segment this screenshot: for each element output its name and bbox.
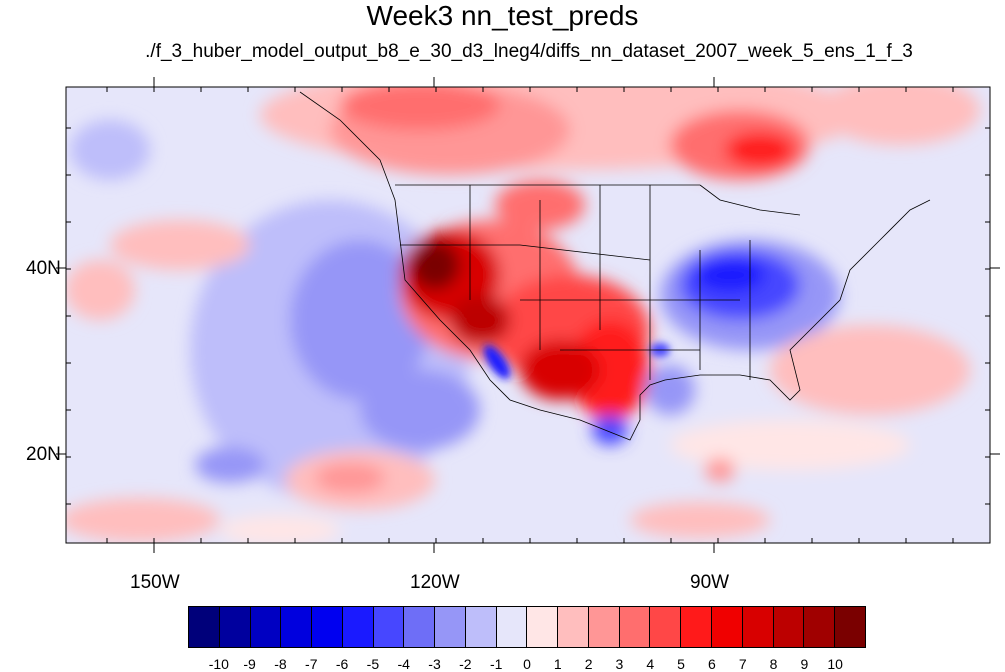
colorbar-label: -6 <box>335 656 349 672</box>
colorbar-box-11 <box>527 607 559 647</box>
colorbar-box-2 <box>250 607 282 647</box>
colorbar-box-8 <box>435 607 466 647</box>
colorbar-box-10 <box>496 607 528 647</box>
colorbar-label: -2 <box>459 656 472 672</box>
colorbar-label: -3 <box>428 656 441 672</box>
colorbar-box-20 <box>804 607 836 647</box>
colorbar-label: 6 <box>708 656 716 672</box>
colorbar-box-13 <box>588 607 620 647</box>
map-plot <box>56 77 1000 553</box>
colorbar-box-14 <box>619 607 651 647</box>
plot-frame <box>65 86 991 544</box>
colorbar-box-15 <box>650 607 682 647</box>
colorbar <box>188 606 866 648</box>
colorbar-label: -8 <box>274 656 287 672</box>
boundaries <box>299 91 931 441</box>
colorbar-box-6 <box>373 607 405 647</box>
colorbar-label: -4 <box>397 656 410 672</box>
colorbar-label: 1 <box>553 656 562 672</box>
colorbar-label: -9 <box>243 656 256 672</box>
colorbar-box-9 <box>465 607 497 647</box>
colorbar-box-12 <box>558 607 589 647</box>
colorbar-box-1 <box>219 607 251 647</box>
colorbar-label: 5 <box>677 656 685 672</box>
colorbar-label: 0 <box>523 656 531 672</box>
colorbar-box-0 <box>189 607 220 647</box>
x-tick-label-150w: 150W <box>130 572 180 593</box>
y-tick-label-40n: 40N <box>26 258 61 279</box>
colorbar-label: 10 <box>827 656 843 672</box>
anomaly-field <box>66 87 990 543</box>
colorbar-label: 2 <box>584 656 593 672</box>
colorbar-label: -7 <box>305 656 318 672</box>
colorbar-label: -10 <box>208 656 229 672</box>
colorbar-box-4 <box>312 607 343 647</box>
colorbar-box-19 <box>773 607 805 647</box>
x-tick-label-90w: 90W <box>690 572 730 593</box>
colorbar-box-21 <box>835 607 865 647</box>
colorbar-box-7 <box>404 607 436 647</box>
colorbar-label: -5 <box>366 656 380 672</box>
y-tick-label-20n: 20N <box>26 444 61 465</box>
colorbar-label: 8 <box>769 656 778 672</box>
colorbar-label: 7 <box>738 656 747 672</box>
map-subtitle: ./f_3_huber_model_output_b8_e_30_d3_lneg… <box>145 41 913 62</box>
map-title: Week3 nn_test_preds <box>366 0 639 31</box>
axis-ticks <box>56 77 1000 553</box>
colorbar-box-5 <box>342 607 374 647</box>
colorbar-box-3 <box>281 607 313 647</box>
colorbar-label: 9 <box>800 656 809 672</box>
colorbar-box-17 <box>712 607 743 647</box>
colorbar-label: 4 <box>646 656 655 672</box>
colorbar-label: 3 <box>615 656 624 672</box>
colorbar-label: -1 <box>489 656 503 672</box>
x-tick-label-120w: 120W <box>410 572 460 593</box>
colorbar-box-18 <box>742 607 774 647</box>
colorbar-box-16 <box>681 607 713 647</box>
